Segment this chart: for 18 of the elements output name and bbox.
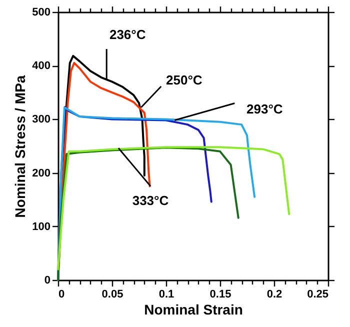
x-tick-label: 0	[58, 288, 65, 300]
annotation: 293°C	[246, 101, 284, 116]
y-tick-label: 200	[32, 167, 50, 180]
x-tick-label: 0.2	[266, 288, 282, 300]
x-tick-label: 0.1	[158, 288, 174, 300]
y-axis-title: Nominal Stress / MPa	[12, 75, 28, 218]
x-tick-label: 0.05	[102, 288, 124, 300]
y-tick-label: 100	[32, 220, 50, 233]
annotation: 236°C	[109, 27, 146, 42]
annotation: 250°C	[166, 72, 203, 88]
y-tick-label: 300	[32, 114, 50, 126]
x-axis-title: Nominal Strain	[144, 302, 243, 318]
y-tick-label: 0	[44, 274, 50, 286]
y-tick-label: 400	[32, 60, 50, 72]
x-tick-label: 0.25	[307, 288, 328, 300]
y-tick-label: 500	[32, 6, 50, 18]
x-tick-label: 0.15	[210, 288, 232, 300]
annotation: 333°C	[132, 193, 170, 208]
